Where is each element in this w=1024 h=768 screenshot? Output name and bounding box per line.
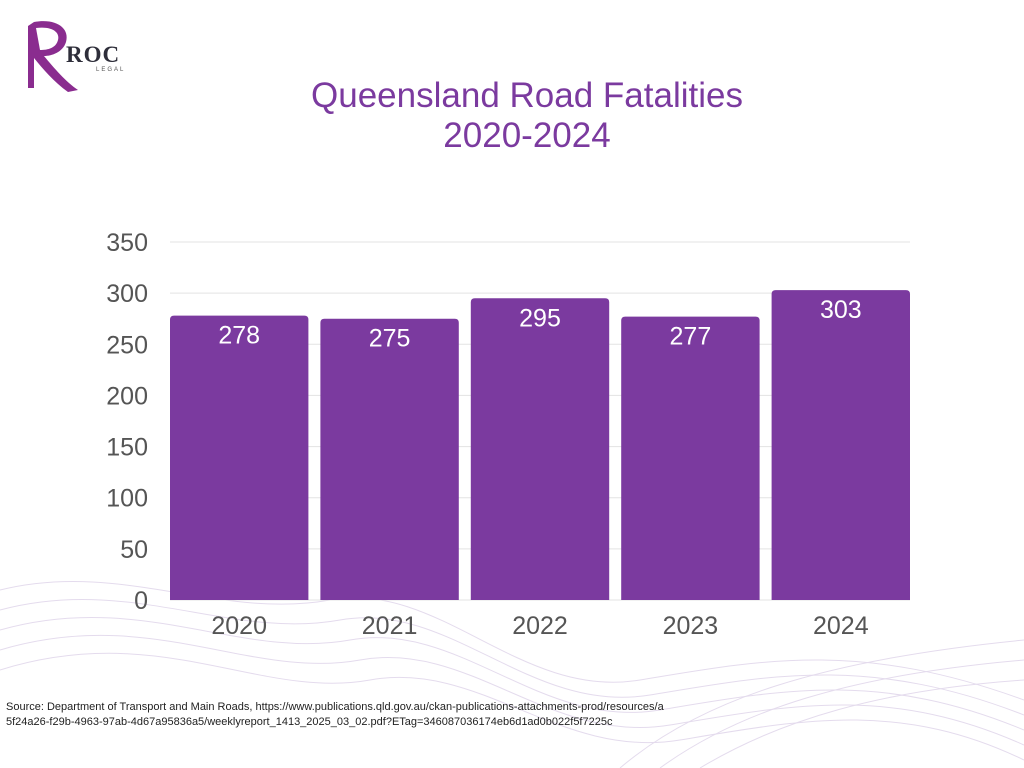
source-note: Source: Department of Transport and Main…: [6, 701, 664, 728]
y-tick-label: 350: [106, 229, 148, 257]
logo-text: ROC: [66, 42, 121, 67]
bar: [621, 316, 760, 600]
bar: [170, 315, 309, 600]
chart-title: Queensland Road Fatalities 2020-2024: [212, 76, 842, 156]
x-tick-label: 2024: [813, 612, 869, 640]
chart-title-line2: 2020-2024: [443, 116, 611, 155]
roc-logo-icon: [28, 21, 78, 92]
bar: [771, 290, 910, 600]
data-label: 278: [218, 322, 260, 350]
x-tick-label: 2022: [512, 612, 568, 640]
y-tick-label: 200: [106, 382, 148, 410]
data-label: 295: [519, 304, 561, 332]
bar: [470, 298, 610, 600]
x-tick-label: 2020: [211, 612, 267, 640]
y-tick-label: 100: [106, 485, 148, 513]
data-label: 303: [820, 296, 862, 324]
y-tick-label: 0: [134, 587, 148, 615]
data-label: 275: [369, 325, 411, 353]
x-tick-label: 2023: [663, 612, 719, 640]
data-label: 277: [670, 323, 712, 351]
y-tick-label: 50: [120, 536, 148, 564]
chart-title-line1: Queensland Road Fatalities: [311, 76, 743, 115]
y-tick-label: 250: [106, 331, 148, 359]
y-tick-label: 150: [106, 434, 148, 462]
bar: [320, 318, 459, 600]
y-tick-label: 300: [106, 280, 148, 308]
logo-subtext: LEGAL: [96, 67, 126, 73]
x-tick-label: 2021: [362, 612, 418, 640]
